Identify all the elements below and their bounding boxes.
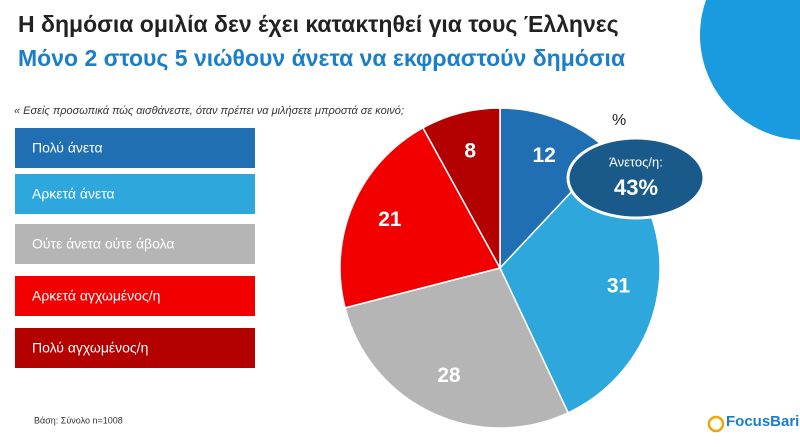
note: Βάση: Σύνολο n=1008 [34, 415, 123, 425]
callout-label: Άνετος/η: [609, 154, 663, 169]
legend-swatch [15, 128, 255, 168]
chart-title: Η δημόσια ομιλία δεν έχει κατακτηθεί για… [18, 11, 619, 37]
callout-value: 43% [614, 175, 658, 200]
legend-label: Αρκετά αγχωμένος/η [32, 288, 160, 304]
legend-swatch [15, 224, 255, 264]
legend-label: Πολύ αγχωμένος/η [32, 340, 148, 356]
decoration [700, 0, 800, 140]
data-label: 21 [378, 208, 402, 231]
legend-swatch [15, 328, 255, 368]
unit: % [612, 112, 626, 129]
callout-bubble [566, 136, 706, 220]
legend-label: Πολύ άνετα [32, 140, 103, 156]
legend-label: Αρκετά άνετα [32, 186, 115, 202]
data-label: 8 [464, 139, 476, 162]
legend-swatch [15, 174, 255, 214]
question: « Εσείς προσωπικά πώς αισθάνεστε, όταν π… [14, 105, 404, 117]
chart-subtitle: Μόνο 2 στους 5 νιώθουν άνετα να εκφραστο… [18, 45, 625, 71]
data-label: 31 [607, 274, 631, 297]
pie-slice [339, 126, 502, 309]
data-label: 12 [532, 144, 555, 167]
logo: FocusBari [726, 413, 799, 430]
pie-slice [344, 267, 570, 429]
legend-label: Ούτε άνετα ούτε άβολα [32, 236, 175, 252]
data-label: 28 [437, 364, 461, 387]
pie-slice [421, 107, 501, 269]
legend-swatch [15, 276, 255, 316]
logo-icon [707, 415, 725, 433]
